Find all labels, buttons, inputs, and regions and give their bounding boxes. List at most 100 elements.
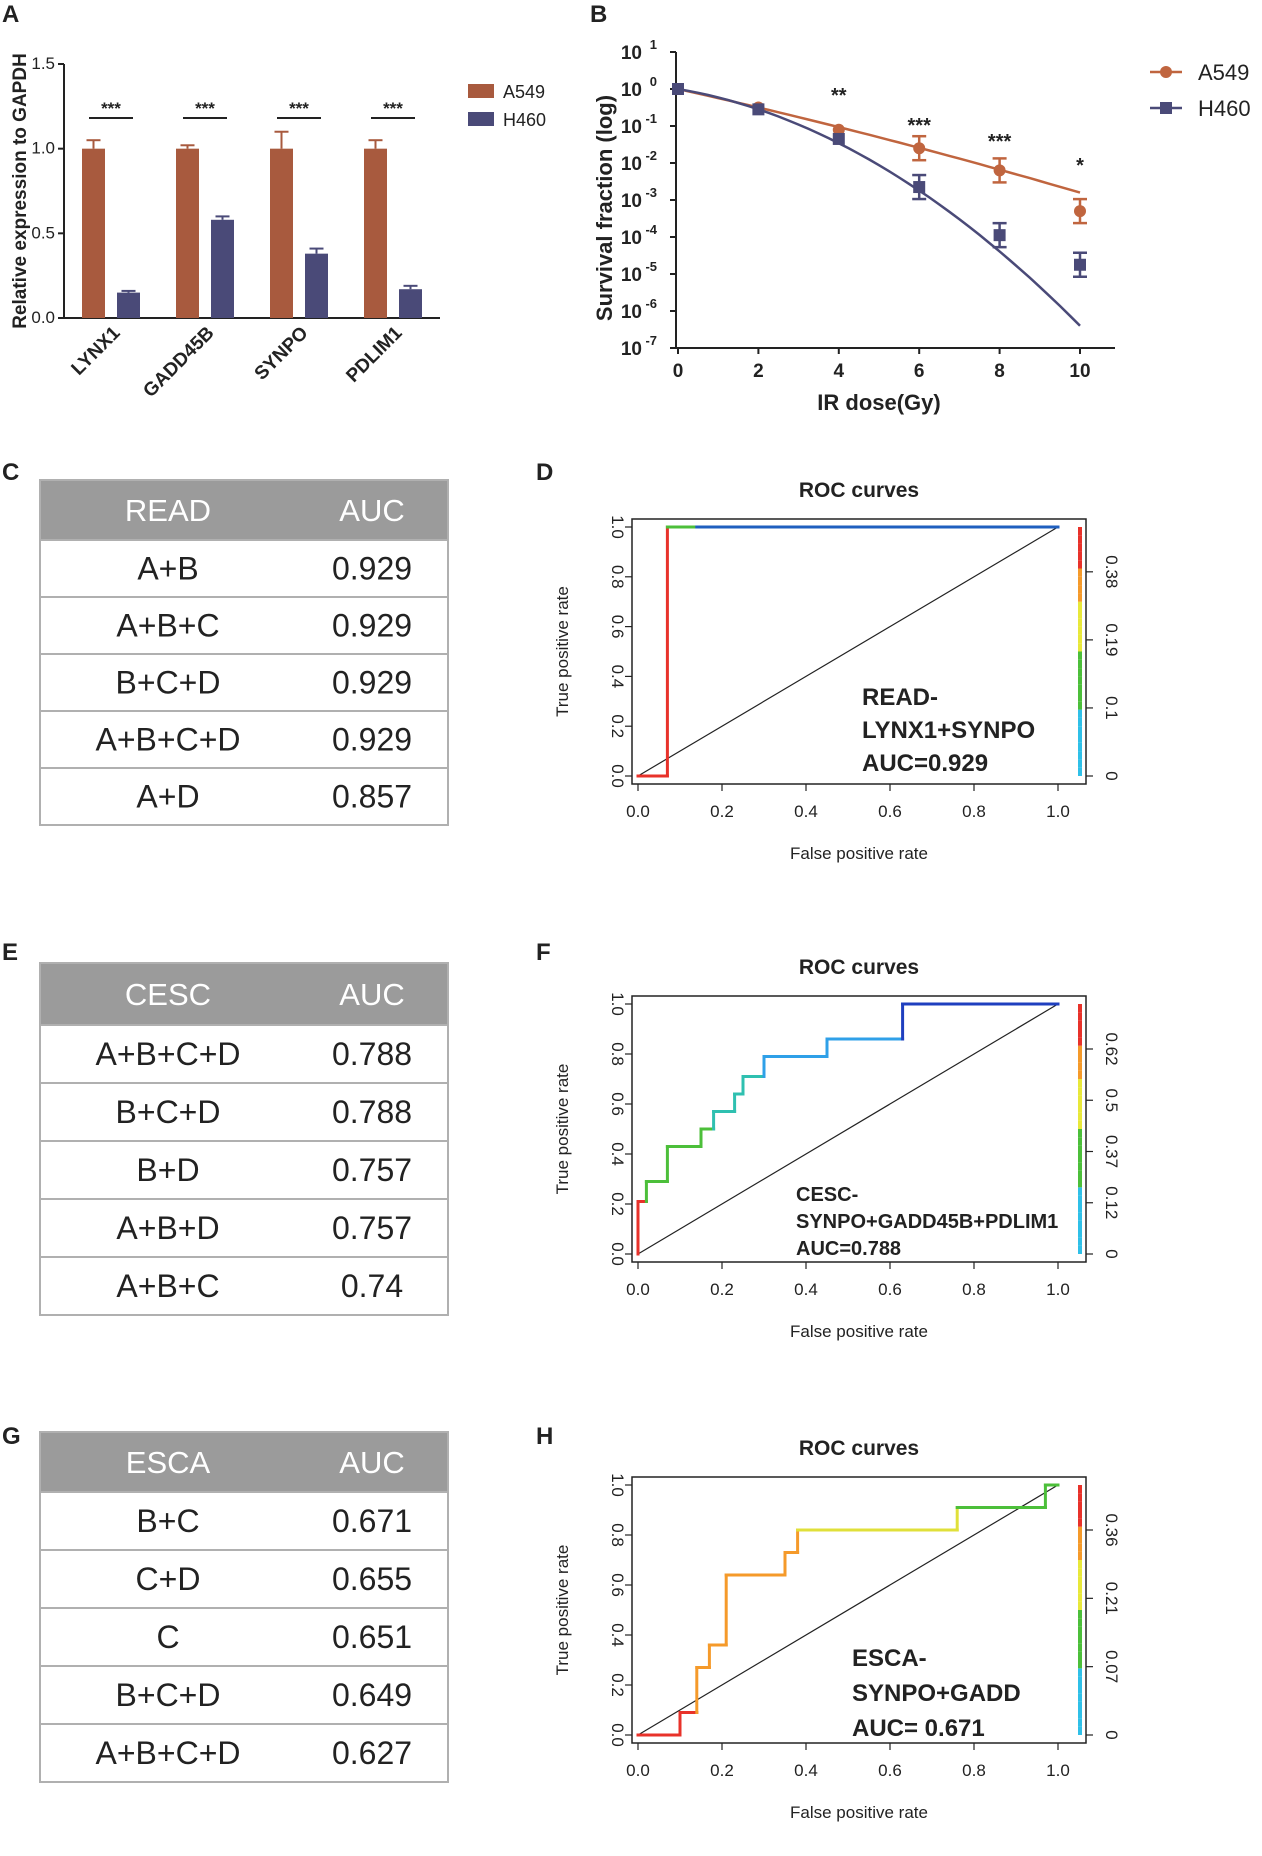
- data-point-a549: [993, 164, 1006, 177]
- table-border: [39, 479, 449, 826]
- roc-chart-cesc: ROC curves 0.0 0.0 0.2 0.2 0.4 0.4 0.6 0.6 0.8 0.8…: [553, 956, 1121, 1341]
- y-tick-label: 0.0: [608, 1242, 627, 1266]
- data-point-h460: [672, 83, 684, 95]
- bar-a549: [364, 148, 387, 318]
- bar-h460: [117, 292, 140, 318]
- colorbar-tick-label: 0.5: [1102, 1088, 1121, 1112]
- x-category-label: PDLIM1: [342, 322, 406, 386]
- y-tick-label: 10: [621, 154, 642, 175]
- panel-letter-c: C: [2, 459, 19, 486]
- y-tick-label: 0.2: [608, 1192, 627, 1216]
- y-tick-label: 10: [621, 302, 642, 323]
- table-border: [39, 962, 449, 1316]
- y-tick-label: 0.4: [608, 1623, 627, 1647]
- colorbar-tick-label: 0.21: [1102, 1582, 1121, 1615]
- table-cell-combo: B+C+D: [116, 1094, 221, 1130]
- y-tick-label: 0.4: [608, 665, 627, 689]
- table-cell-combo: B+C: [136, 1503, 199, 1539]
- legend-label: H460: [503, 110, 546, 130]
- significance-stars: ***: [289, 99, 309, 118]
- table-cell-auc: 0.929: [332, 722, 412, 758]
- colorbar-tick-label: 0.62: [1102, 1032, 1121, 1065]
- auc-annotation-line: AUC=0.929: [862, 750, 988, 777]
- table-header-label: READ: [125, 493, 211, 528]
- x-axis-title: False positive rate: [790, 844, 928, 863]
- plot-frame: [631, 518, 1087, 785]
- table-cell-combo: A+D: [136, 779, 199, 815]
- x-tick-label: 0.2: [710, 1280, 734, 1299]
- y-tick-label: 0.6: [608, 1092, 627, 1116]
- table-header-bg: [40, 1432, 448, 1492]
- y-tick-label: 1.0: [608, 1473, 627, 1497]
- y-tick-exponent: -4: [645, 222, 657, 237]
- table-border: [39, 1431, 449, 1783]
- data-point-h460: [993, 229, 1006, 242]
- y-tick-exponent: 1: [650, 37, 657, 52]
- table-cell-combo: C+D: [136, 1561, 201, 1597]
- table-header-label: AUC: [339, 977, 404, 1012]
- y-tick-label: 0.6: [608, 1573, 627, 1597]
- x-tick-label: 0.8: [962, 1280, 986, 1299]
- colorbar-tick-label: 0.07: [1102, 1650, 1121, 1683]
- table-header-label: ESCA: [126, 1445, 211, 1480]
- legend-marker: [1160, 66, 1172, 78]
- roc-title: ROC curves: [799, 1437, 919, 1460]
- auc-table-read: READ AUC A+B 0.929 A+B+C 0.929 B+C+D 0.929 A+B+C…: [39, 479, 449, 826]
- bar-a549: [176, 148, 199, 318]
- table-cell-combo: A+B+C+D: [96, 722, 241, 758]
- y-tick-label: 10: [621, 80, 642, 101]
- auc-annotation-line: ESCA-: [852, 1645, 927, 1672]
- x-tick-label: 0.6: [878, 1280, 902, 1299]
- y-tick-label: 1.0: [31, 139, 55, 158]
- legend-marker: [1160, 102, 1172, 114]
- x-tick-label: 0.8: [962, 1761, 986, 1780]
- data-point-h460: [913, 181, 926, 194]
- table-header-bg: [40, 963, 448, 1025]
- significance-stars: *: [1076, 155, 1084, 177]
- x-axis-title: False positive rate: [790, 1322, 928, 1341]
- diagonal-reference-line: [637, 526, 1059, 777]
- table-header-bg: [40, 480, 448, 540]
- y-tick-exponent: -1: [645, 111, 657, 126]
- table-cell-combo: A+B+C: [116, 1268, 219, 1304]
- significance-stars: **: [831, 85, 847, 107]
- x-category-label: SYNPO: [251, 323, 313, 385]
- y-tick-label: 0.2: [608, 714, 627, 738]
- x-tick-label: 1.0: [1046, 1761, 1070, 1780]
- y-tick-label: 0.8: [608, 1523, 627, 1547]
- auc-annotation-line: AUC= 0.671: [852, 1715, 985, 1742]
- y-tick-label: 0.0: [31, 308, 55, 327]
- plot-frame: [631, 1476, 1087, 1744]
- diagonal-reference-line: [637, 1484, 1059, 1736]
- y-tick-label: 1.5: [31, 54, 55, 73]
- diagonal-reference-line: [637, 1003, 1059, 1255]
- legend-label: A549: [1198, 60, 1249, 85]
- y-tick-label: 0.8: [608, 1042, 627, 1066]
- table-cell-combo: C: [156, 1619, 179, 1655]
- table-cell-combo: A+B+C+D: [96, 1735, 241, 1771]
- x-tick-label: 4: [834, 361, 845, 382]
- x-tick-label: 2: [753, 361, 764, 382]
- panel-letter-h: H: [536, 1423, 553, 1450]
- data-point-a549: [832, 123, 845, 136]
- table-cell-combo: B+C+D: [116, 665, 221, 701]
- colorbar-tick-label: 0: [1102, 1730, 1121, 1739]
- y-axis-title: True positive rate: [553, 1064, 572, 1195]
- x-tick-label: 0.8: [962, 802, 986, 821]
- x-tick-label: 10: [1069, 361, 1090, 382]
- y-tick-label: 0.2: [608, 1673, 627, 1697]
- bar-h460: [211, 219, 234, 318]
- y-tick-label: 10: [621, 265, 642, 286]
- colorbar-tick-label: 0.12: [1102, 1186, 1121, 1219]
- y-tick-exponent: -2: [645, 148, 657, 163]
- y-tick-label: 10: [621, 43, 642, 64]
- y-tick-exponent: -5: [645, 259, 657, 274]
- roc-chart-read: ROC curves 0.0 0.0 0.2 0.2 0.4 0.4 0.6 0.6 0.8 0.8…: [553, 479, 1121, 863]
- data-point-h460: [1074, 258, 1086, 271]
- y-tick-label: 0.0: [608, 1723, 627, 1747]
- table-cell-auc: 0.651: [332, 1619, 412, 1655]
- y-tick-label: 1.0: [608, 515, 627, 539]
- x-tick-label: 0.4: [794, 1280, 818, 1299]
- y-tick-label: 0.0: [608, 764, 627, 788]
- auc-table-esca: ESCA AUC B+C 0.671 C+D 0.655 C 0.651 B+C+D 0.649 A…: [39, 1431, 449, 1783]
